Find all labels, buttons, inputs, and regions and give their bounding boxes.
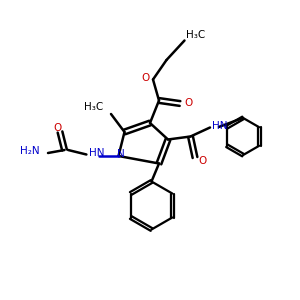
- Text: O: O: [142, 73, 150, 83]
- Text: HN: HN: [89, 148, 104, 158]
- Text: N: N: [117, 148, 125, 159]
- Text: HN: HN: [212, 121, 228, 131]
- Text: O: O: [184, 98, 193, 109]
- Text: O: O: [199, 155, 207, 166]
- Text: O: O: [53, 123, 61, 133]
- Text: H₃C: H₃C: [186, 30, 205, 40]
- Text: H₃C: H₃C: [84, 101, 104, 112]
- Text: H₂N: H₂N: [20, 146, 40, 156]
